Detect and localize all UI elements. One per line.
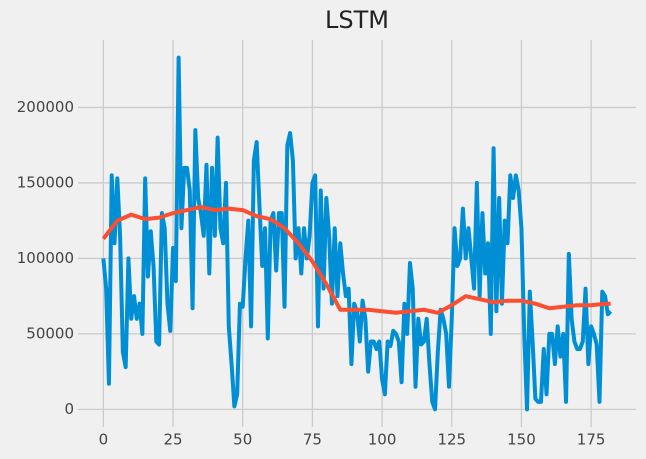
y-tick-label: 200000 [17, 98, 74, 116]
y-tick-label: 50000 [26, 324, 74, 342]
x-tick-label: 125 [437, 431, 466, 449]
data-line [101, 55, 613, 412]
x-tick-label: 0 [99, 431, 109, 449]
chart-title: LSTM [325, 6, 389, 34]
x-tick-label: 175 [577, 431, 606, 449]
y-tick-label: 100000 [17, 249, 74, 267]
x-tick-label: 25 [163, 431, 182, 449]
y-tick-label: 150000 [17, 173, 74, 191]
data-line [101, 205, 611, 315]
x-tick-label: 100 [368, 431, 397, 449]
x-tick-label: 75 [303, 431, 322, 449]
x-tick-label: 50 [233, 431, 252, 449]
y-tick-label: 0 [64, 400, 74, 418]
x-tick-label: 150 [507, 431, 536, 449]
